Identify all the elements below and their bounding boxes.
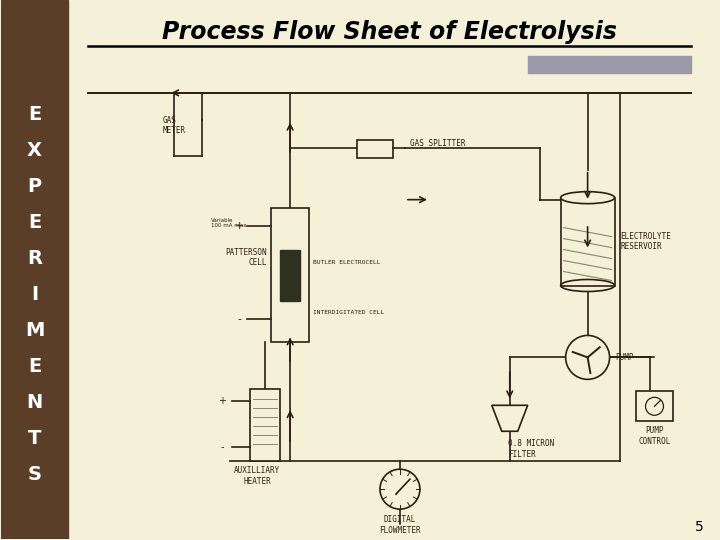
Text: E: E <box>28 357 41 376</box>
Text: PATTERSON
CELL: PATTERSON CELL <box>225 248 267 267</box>
Polygon shape <box>492 406 528 431</box>
Ellipse shape <box>561 192 615 204</box>
Text: E: E <box>28 105 41 124</box>
Text: BUTLER ELECTROCELL: BUTLER ELECTROCELL <box>313 260 381 265</box>
Text: E: E <box>28 213 41 232</box>
Text: Variable
100 mA max: Variable 100 mA max <box>211 218 247 228</box>
Circle shape <box>566 335 610 380</box>
Text: X: X <box>27 141 42 160</box>
Text: -: - <box>237 314 241 325</box>
Text: GAS SPLITTER: GAS SPLITTER <box>410 139 465 148</box>
Text: P: P <box>27 177 42 196</box>
Text: 0.8 MICRON
FILTER: 0.8 MICRON FILTER <box>508 439 554 458</box>
Text: R: R <box>27 249 42 268</box>
Bar <box>528 56 691 73</box>
Text: I: I <box>31 285 38 304</box>
Text: 5: 5 <box>695 520 703 534</box>
Text: T: T <box>28 429 41 448</box>
Bar <box>280 249 300 301</box>
Text: GAS
METER: GAS METER <box>162 116 186 135</box>
Text: N: N <box>27 393 42 412</box>
Bar <box>250 389 280 461</box>
Circle shape <box>380 469 420 509</box>
Text: -: - <box>220 442 224 452</box>
Text: +: + <box>235 221 244 231</box>
Text: DIGITAL
FLOWMETER: DIGITAL FLOWMETER <box>379 515 420 535</box>
Bar <box>357 140 393 158</box>
Bar <box>1 0 68 539</box>
Text: PUMP
CONTROL: PUMP CONTROL <box>639 426 671 445</box>
Bar <box>561 198 615 286</box>
Text: M: M <box>25 321 44 340</box>
Text: INTERDIGITATED CELL: INTERDIGITATED CELL <box>313 310 384 315</box>
Text: +: + <box>218 396 226 406</box>
Text: S: S <box>27 465 42 484</box>
Text: PUMP: PUMP <box>616 353 634 362</box>
Text: AUXILLIARY
HEATER: AUXILLIARY HEATER <box>234 466 280 485</box>
Text: ELECTROLYTE
RESERVOIR: ELECTROLYTE RESERVOIR <box>621 232 672 251</box>
Text: Process Flow Sheet of Electrolysis: Process Flow Sheet of Electrolysis <box>163 20 618 44</box>
Bar <box>636 392 673 421</box>
Bar <box>271 208 309 342</box>
